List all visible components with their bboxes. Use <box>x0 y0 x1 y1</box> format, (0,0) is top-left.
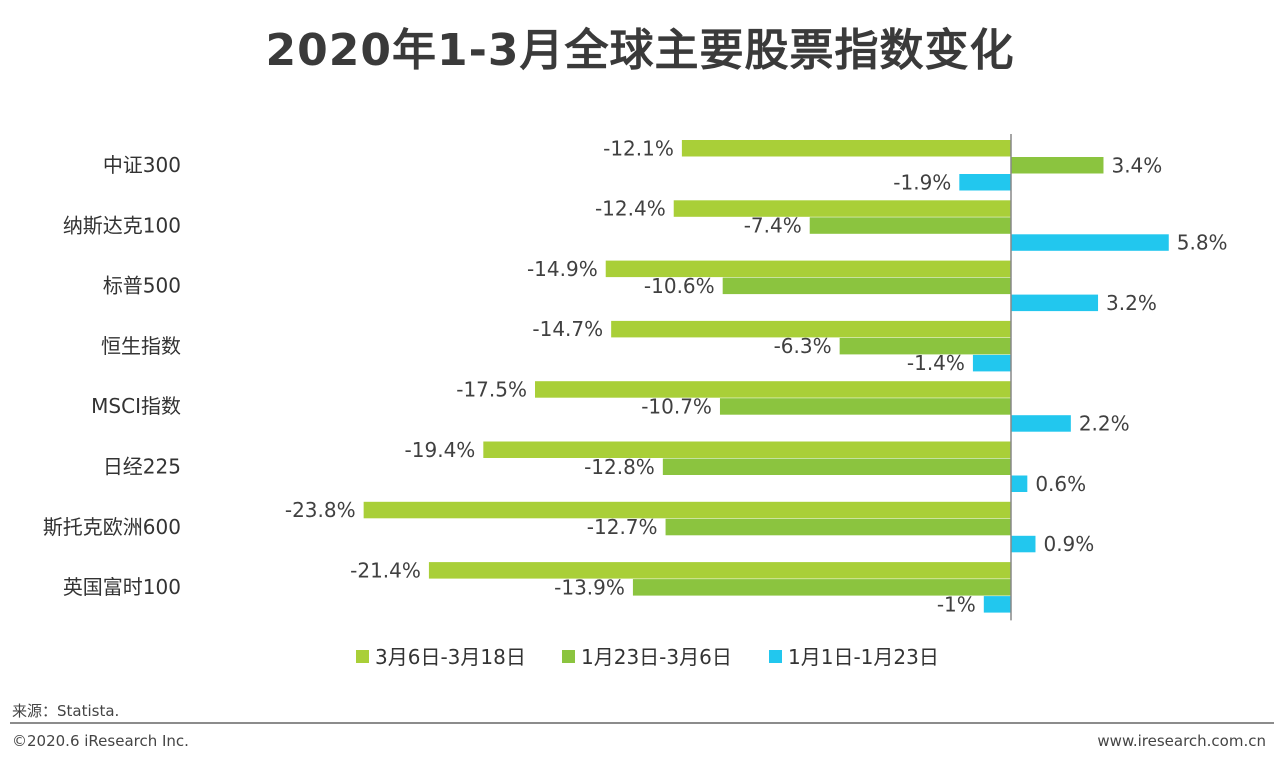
data-label: -10.6% <box>644 274 715 298</box>
bar <box>983 596 1011 613</box>
category-label: 纳斯达克100 <box>63 213 181 237</box>
data-label: -7.4% <box>744 214 802 238</box>
bar <box>632 579 1011 596</box>
category-label: 英国富时100 <box>63 575 181 599</box>
data-label: 0.6% <box>1035 472 1086 496</box>
bar <box>428 562 1011 579</box>
bar <box>1011 475 1028 492</box>
bar <box>809 217 1011 234</box>
data-label: -1.4% <box>907 351 965 375</box>
data-label: 0.9% <box>1043 532 1094 556</box>
data-label: -1% <box>937 592 976 616</box>
data-label: -6.3% <box>774 334 832 358</box>
data-label: -12.7% <box>587 515 658 539</box>
data-label: 3.4% <box>1111 153 1162 177</box>
bar <box>972 354 1011 372</box>
legend: 3月6日-3月18日 1月23日-3月6日 1月1日-1月23日 <box>356 645 939 669</box>
data-label: -19.4% <box>405 438 476 462</box>
bar <box>1011 294 1099 312</box>
value-labels-layer: -12.1% 3.4% -1.9% -12.4% -7.4% 5.8% -14.9% -10.… <box>285 136 1228 616</box>
bar-chart: -12.1% 3.4% -1.9% -12.4% -7.4% 5.8% -14.9% -10.… <box>43 134 1228 669</box>
data-label: -13.9% <box>554 575 625 599</box>
data-label: -14.7% <box>532 317 603 341</box>
legend-swatch <box>769 650 782 663</box>
bar <box>363 501 1011 519</box>
chart-title: 2020年1-3月全球主要股票指数变化 <box>265 25 1015 76</box>
data-label: -12.1% <box>603 136 674 160</box>
data-label: 5.8% <box>1177 231 1228 255</box>
data-label: -1.9% <box>893 170 951 194</box>
legend-label: 3月6日-3月18日 <box>375 645 526 669</box>
copyright-text: ©2020.6 iResearch Inc. <box>12 732 189 750</box>
data-label: 3.2% <box>1106 291 1157 315</box>
legend-swatch <box>562 650 575 663</box>
category-label: 斯托克欧洲600 <box>43 515 181 539</box>
bar <box>722 277 1011 295</box>
category-label: MSCI指数 <box>91 394 181 418</box>
data-label: -14.9% <box>527 257 598 281</box>
data-label: -17.5% <box>456 377 527 401</box>
bar <box>1011 535 1036 553</box>
data-label: -23.8% <box>285 498 356 522</box>
footer-divider <box>10 722 1274 724</box>
bar <box>959 174 1011 191</box>
category-label: 标普500 <box>103 274 181 298</box>
data-label: -12.4% <box>595 197 666 221</box>
data-label: -21.4% <box>350 558 421 582</box>
bar <box>719 398 1011 415</box>
bars-layer <box>363 140 1169 613</box>
bar <box>535 381 1011 398</box>
bar <box>1011 234 1169 251</box>
legend-swatch <box>356 650 369 663</box>
bar <box>673 200 1011 217</box>
bar <box>662 458 1011 475</box>
category-label: 中证300 <box>103 153 181 177</box>
legend-label: 1月1日-1月23日 <box>788 645 939 669</box>
bar <box>665 518 1011 536</box>
category-label: 日经225 <box>103 455 181 479</box>
legend-label: 1月23日-3月6日 <box>581 645 732 669</box>
bar <box>839 337 1011 355</box>
website-text: www.iresearch.com.cn <box>1097 732 1266 750</box>
bar <box>605 260 1011 278</box>
category-label: 恒生指数 <box>101 334 181 358</box>
bar <box>1011 157 1104 174</box>
bar <box>681 140 1011 157</box>
data-label: 2.2% <box>1079 411 1130 435</box>
data-label: -10.7% <box>641 394 712 418</box>
data-label: -12.8% <box>584 455 655 479</box>
bar <box>483 441 1011 458</box>
bar <box>1011 415 1071 432</box>
bar <box>611 320 1011 338</box>
source-note: 来源：Statista. <box>12 702 120 720</box>
